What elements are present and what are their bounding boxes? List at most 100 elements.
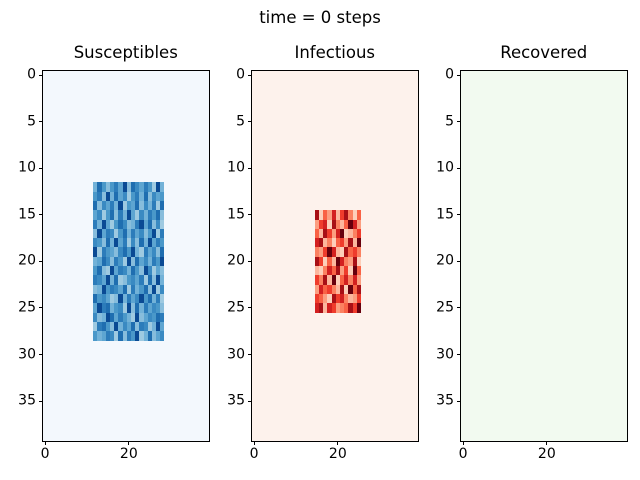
heatmap-cell <box>126 238 131 248</box>
heatmap-cell <box>135 228 140 239</box>
heatmap-cell <box>314 303 319 313</box>
heatmap-cell <box>97 266 102 276</box>
heatmap-cell <box>118 238 123 248</box>
heatmap-cell <box>147 275 152 285</box>
heatmap-cell <box>135 284 140 294</box>
y-tick-mark <box>39 307 43 309</box>
heatmap-cell <box>114 210 119 220</box>
heatmap-cell <box>97 284 102 294</box>
heatmap-cell <box>122 294 127 304</box>
heatmap-cell <box>126 228 131 239</box>
heatmap-cell <box>105 303 110 313</box>
heatmap-cell <box>147 331 152 341</box>
heatmap-cell <box>156 228 161 239</box>
x-tick-mark <box>546 441 548 445</box>
heatmap-cell <box>147 294 152 304</box>
heatmap-cell <box>105 256 110 267</box>
heatmap-cell <box>101 321 106 332</box>
heatmap-cell <box>97 247 102 257</box>
heatmap-cell <box>314 238 319 248</box>
heatmap-cell <box>93 321 98 332</box>
y-tick-label: 25 <box>436 299 454 316</box>
heatmap-cell <box>126 266 131 276</box>
heatmap-cell <box>97 256 102 267</box>
heatmap-cell <box>101 182 106 192</box>
heatmap-cell <box>151 228 157 239</box>
heatmap-cell <box>135 266 140 276</box>
heatmap-cell <box>93 331 98 341</box>
heatmap-cell <box>118 256 123 267</box>
heatmap-cell <box>339 294 345 304</box>
x-tick-label: 0 <box>40 446 50 462</box>
heatmap-cell <box>348 247 353 257</box>
heatmap-cell <box>118 228 123 239</box>
y-tick-mark <box>39 260 43 262</box>
heatmap-cell <box>139 191 144 201</box>
heatmap-cell <box>319 219 324 229</box>
heatmap-cell <box>352 228 357 239</box>
heatmap-cell <box>110 210 115 220</box>
heatmap-cell <box>323 303 328 313</box>
heatmap-cell <box>122 247 127 257</box>
heatmap-cell <box>331 219 336 229</box>
heatmap-cell <box>101 200 106 211</box>
heatmap-cell <box>97 238 102 248</box>
heatmap-cell <box>130 303 136 313</box>
heatmap-cell <box>130 284 136 294</box>
heatmap-cell <box>314 266 319 276</box>
heatmap-cell <box>139 200 144 211</box>
y-tick-label: 30 <box>227 346 245 363</box>
heatmap-cell <box>135 256 140 267</box>
heatmap-cell <box>110 312 115 322</box>
heatmap-cell <box>151 200 157 211</box>
heatmap-cell <box>97 312 102 322</box>
heatmap-cell <box>348 303 353 313</box>
heatmap-cell <box>93 247 98 257</box>
heatmap-cell <box>352 247 357 257</box>
y-tick-label: 15 <box>436 206 454 223</box>
y-tick-mark <box>457 121 461 123</box>
heatmap-cell <box>331 228 336 239</box>
heatmap-cell <box>160 321 165 332</box>
heatmap-cell <box>130 331 136 341</box>
heatmap-cell <box>143 256 148 267</box>
y-tick-label: 20 <box>227 252 245 269</box>
y-tick-label: 5 <box>445 113 454 130</box>
heatmap-cell <box>126 294 131 304</box>
heatmap-cell <box>114 294 119 304</box>
heatmap-cell <box>344 219 349 229</box>
heatmap-cell <box>105 247 110 257</box>
heatmap-cell <box>143 182 148 192</box>
heatmap-cell <box>114 256 119 267</box>
heatmap-cell <box>105 312 110 322</box>
heatmap-cell <box>105 294 110 304</box>
heatmap-cell <box>335 256 340 267</box>
heatmap-cell <box>339 247 345 257</box>
heatmap-cell <box>331 247 336 257</box>
heatmap-cell <box>139 256 144 267</box>
heatmap-cell <box>105 275 110 285</box>
panel-title-recovered: Recovered <box>500 43 588 62</box>
heatmap-cell <box>105 284 110 294</box>
heatmap-cell <box>93 303 98 313</box>
x-tick-label: 0 <box>249 446 259 462</box>
heatmap-cell <box>327 303 332 313</box>
heatmap-cell <box>151 238 157 248</box>
heatmap-cell <box>105 219 110 229</box>
heatmap-cell <box>122 200 127 211</box>
heatmap-cell <box>110 303 115 313</box>
heatmap-cell <box>160 284 165 294</box>
heatmap-cell <box>147 256 152 267</box>
heatmap-cell <box>147 219 152 229</box>
heatmap-cell <box>97 303 102 313</box>
heatmap-cell <box>114 247 119 257</box>
heatmap-cell <box>339 266 345 276</box>
heatmap-cell <box>93 294 98 304</box>
y-tick-label: 0 <box>236 66 245 83</box>
heatmap-cell <box>314 219 319 229</box>
heatmap-cell <box>97 219 102 229</box>
heatmap-cell <box>93 191 98 201</box>
heatmap-cell <box>126 200 131 211</box>
heatmap-cell <box>122 191 127 201</box>
heatmap-cell <box>122 275 127 285</box>
